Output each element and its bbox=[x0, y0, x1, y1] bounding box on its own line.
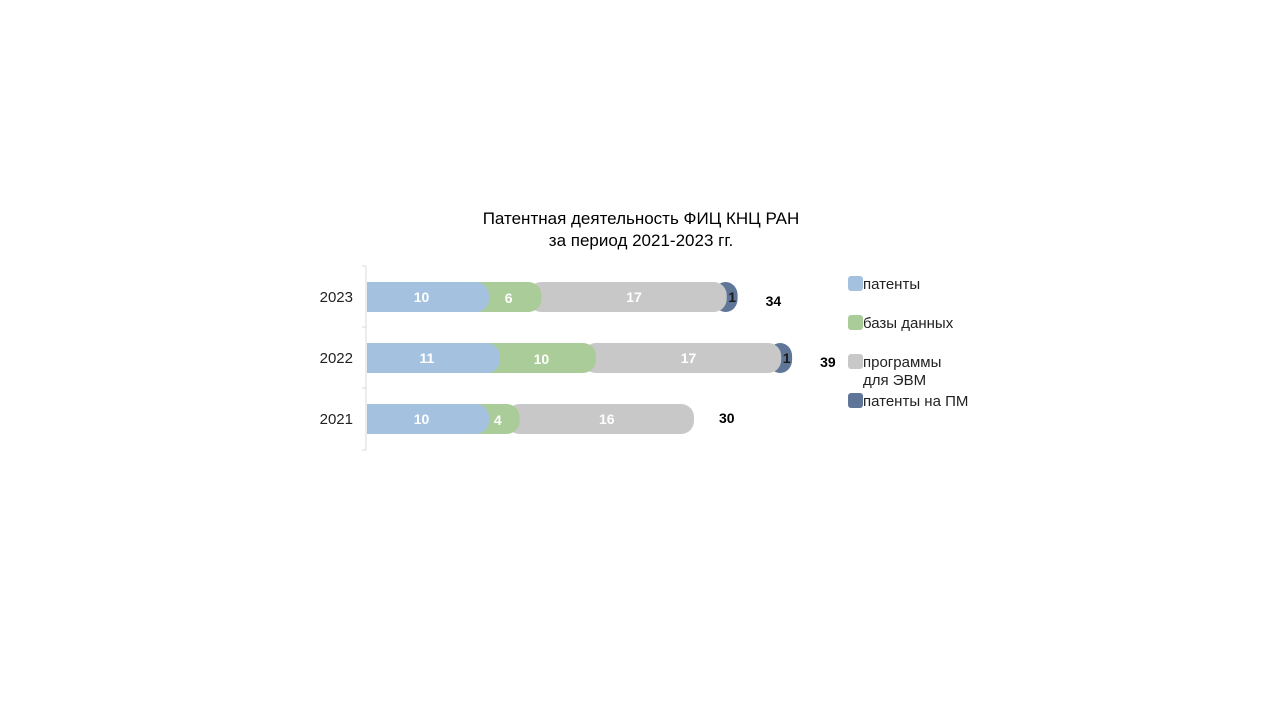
data-label-2022-программы-для-эвм: 17 bbox=[681, 350, 697, 366]
legend-label: базы данных bbox=[863, 315, 954, 332]
total-label-2023: 34 bbox=[766, 293, 782, 309]
legend-swatch bbox=[848, 315, 863, 330]
legend-item-базы-данных: базы данных bbox=[848, 315, 954, 332]
chart-title-line-2: за период 2021-2023 гг. bbox=[549, 231, 733, 250]
data-label-2021-программы-для-эвм: 16 bbox=[599, 411, 615, 427]
total-label-2022: 39 bbox=[820, 354, 836, 370]
bars: 10 6 17 111 10 17 110 4 16 bbox=[367, 282, 793, 434]
data-label-2022-патенты-на-пм: 1 bbox=[783, 350, 791, 366]
data-label-2023-патенты-на-пм: 1 bbox=[728, 289, 736, 305]
bar-2021-программы-для-эвм bbox=[506, 404, 694, 434]
legend-swatch bbox=[848, 354, 863, 369]
bar-2021-патенты-edge bbox=[367, 404, 381, 434]
data-label-2021-патенты: 10 bbox=[414, 411, 430, 427]
category-label-2022: 2022 bbox=[320, 350, 353, 367]
bar-2021-патенты bbox=[367, 404, 489, 434]
y-axis-ticks bbox=[362, 265, 366, 451]
total-label-2021: 30 bbox=[719, 410, 735, 426]
legend-label: программы bbox=[863, 354, 941, 371]
category-label-2021: 2021 bbox=[320, 411, 353, 428]
bar-2022-патенты bbox=[367, 343, 500, 373]
legend-swatch bbox=[848, 276, 863, 291]
chart-title: Патентная деятельность ФИЦ КНЦ РАН за пер… bbox=[483, 209, 800, 250]
category-label-2023: 2023 bbox=[320, 289, 353, 306]
legend-label: патенты bbox=[863, 276, 920, 293]
total-labels: 34 39 30 bbox=[719, 293, 836, 426]
data-label-2022-базы-данных: 10 bbox=[534, 351, 550, 367]
bar-2022-программы-для-эвм bbox=[582, 343, 782, 373]
data-label-2023-программы-для-эвм: 17 bbox=[626, 289, 642, 305]
bar-2022-базы-данных bbox=[473, 343, 596, 373]
category-labels: 2023 2022 2021 bbox=[320, 289, 353, 428]
data-label-2021-базы-данных: 4 bbox=[494, 412, 502, 428]
legend-label: патенты на ПМ bbox=[863, 393, 968, 410]
legend-swatch bbox=[848, 393, 863, 408]
bar-2023-патенты-edge bbox=[367, 282, 381, 312]
bar-2023-патенты bbox=[367, 282, 489, 312]
legend-item-патенты-на-пм: патенты на ПМ bbox=[848, 393, 968, 410]
bar-2022-патенты-edge bbox=[367, 343, 381, 373]
data-label-2023-базы-данных: 6 bbox=[505, 290, 513, 306]
legend-label: для ЭВМ bbox=[863, 372, 926, 389]
bar-2023-программы-для-эвм bbox=[528, 282, 727, 312]
legend-item-патенты: патенты bbox=[848, 276, 920, 293]
data-label-2022-патенты: 11 bbox=[420, 350, 435, 366]
chart-title-line-1: Патентная деятельность ФИЦ КНЦ РАН bbox=[483, 209, 800, 228]
data-label-2023-патенты: 10 bbox=[414, 289, 430, 305]
